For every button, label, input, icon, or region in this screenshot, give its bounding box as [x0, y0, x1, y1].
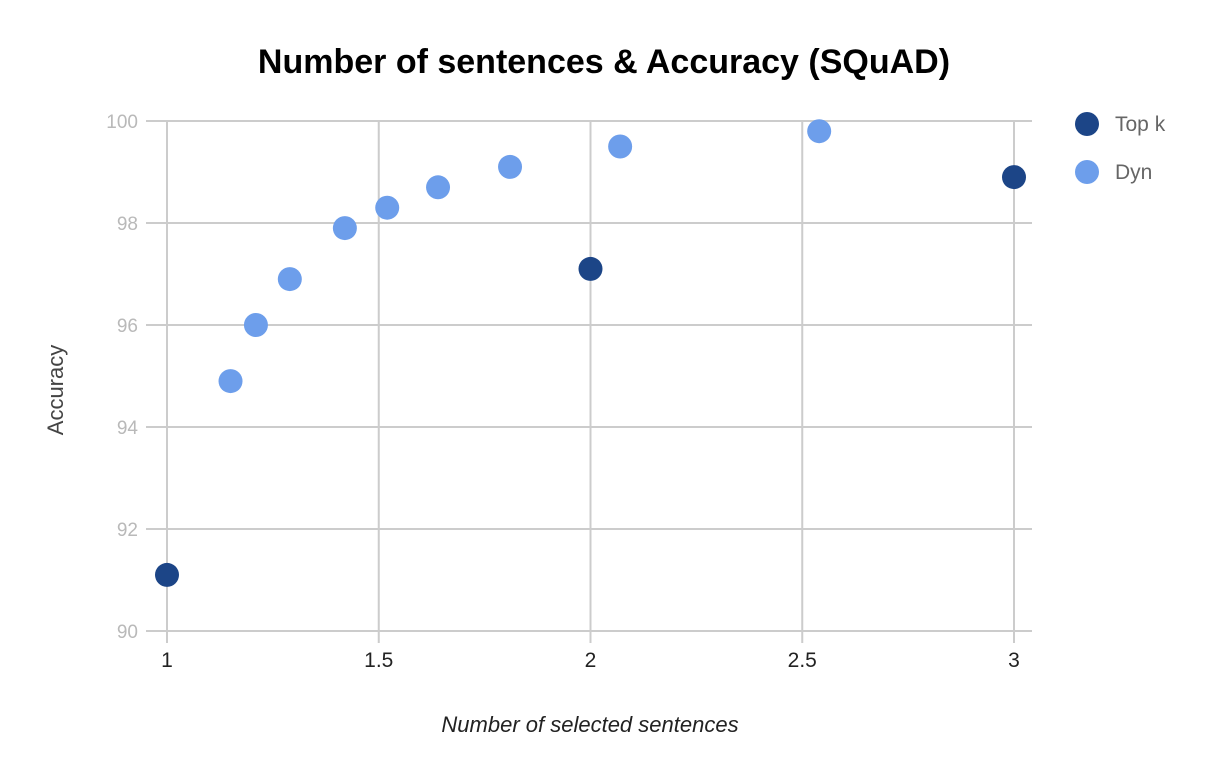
x-tick-label: 2.5: [788, 649, 817, 672]
x-axis-label: Number of selected sentences: [441, 712, 738, 737]
data-point: [608, 134, 633, 159]
y-tick-label: 96: [117, 316, 138, 337]
legend-swatch: [1075, 112, 1099, 136]
y-tick-label: 100: [106, 112, 138, 133]
x-tick-label: 3: [1008, 649, 1020, 672]
data-point: [155, 562, 179, 587]
y-tick-label: 94: [117, 418, 139, 439]
data-point: [277, 267, 302, 292]
data-point: [218, 369, 243, 394]
x-tick-label: 2: [585, 649, 597, 672]
data-point: [1002, 165, 1026, 190]
y-axis-label: Accuracy: [43, 345, 68, 435]
grid: 90 92 94 96 98 100 1 1.5 2 2.5 3: [106, 112, 1032, 672]
y-tick-label: 90: [117, 622, 138, 643]
data-point: [578, 256, 603, 281]
data-points: [155, 119, 1026, 587]
data-point: [243, 313, 268, 337]
chart-title: Number of sentences & Accuracy (SQuAD): [258, 43, 950, 81]
data-point: [426, 175, 451, 200]
data-point: [332, 216, 357, 241]
x-tick-label: 1.5: [364, 649, 393, 672]
y-tick-label: 98: [117, 214, 138, 235]
data-point: [807, 119, 832, 144]
data-point: [498, 154, 523, 179]
data-point: [375, 195, 400, 220]
legend-label: Dyn: [1115, 161, 1152, 184]
legend-swatch: [1075, 160, 1099, 184]
x-tick-label: 1: [161, 649, 173, 672]
legend-label: Top k: [1115, 113, 1166, 136]
legend: Top k Dyn: [1075, 112, 1166, 184]
y-tick-label: 92: [117, 520, 138, 541]
